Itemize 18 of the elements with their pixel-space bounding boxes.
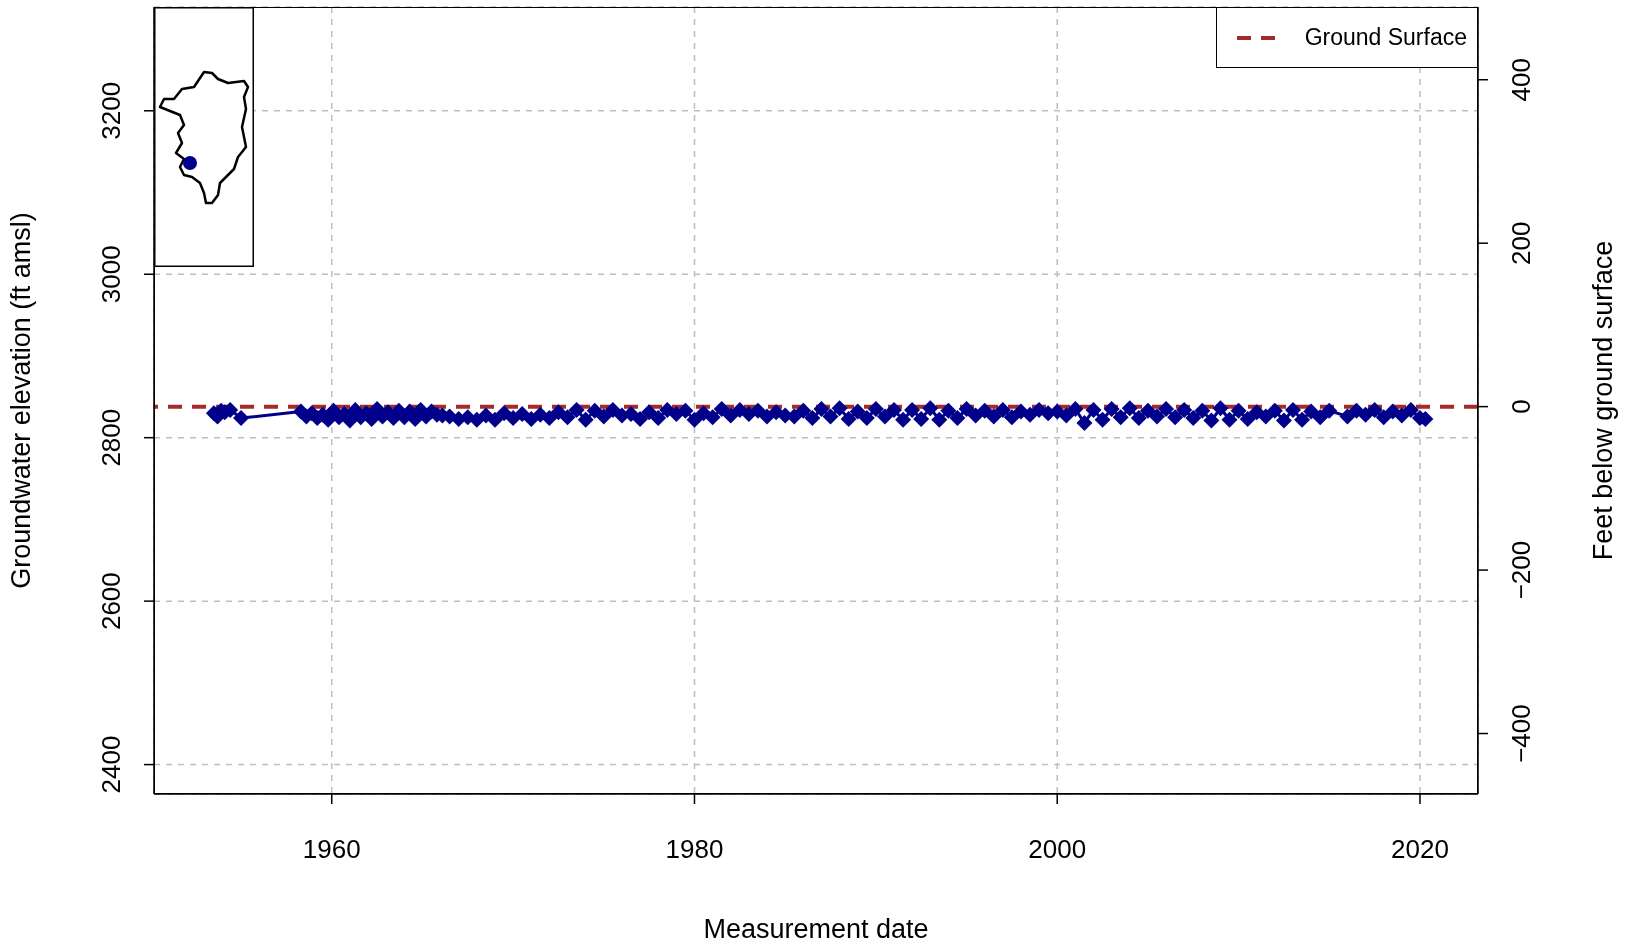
x-tick-label: 2020 [1391,834,1449,865]
x-tick-label: 2000 [1028,834,1087,865]
y2-tick-label: 400 [1506,58,1536,102]
y2-tick-label: −200 [1506,540,1536,600]
legend-label: Ground Surface [1304,24,1467,51]
y2-tick-label: −400 [1506,704,1536,763]
y-tick-label: 2400 [96,735,126,794]
x-tick-label: 1980 [665,834,724,865]
y2-tick-label: 0 [1506,399,1536,414]
y2-axis-title: Feet below ground surface [1587,240,1618,561]
x-axis-title: Measurement date [703,914,929,944]
y-tick-label: 2600 [96,572,126,631]
y-tick-label: 2800 [96,408,126,467]
y-tick-label: 3000 [96,245,126,304]
y-tick-label: 3200 [96,81,126,140]
y2-tick-label: 200 [1506,221,1536,265]
x-tick-label: 1960 [302,834,361,865]
y-axis-title: Groundwater elevation (ft amsl) [5,212,36,589]
